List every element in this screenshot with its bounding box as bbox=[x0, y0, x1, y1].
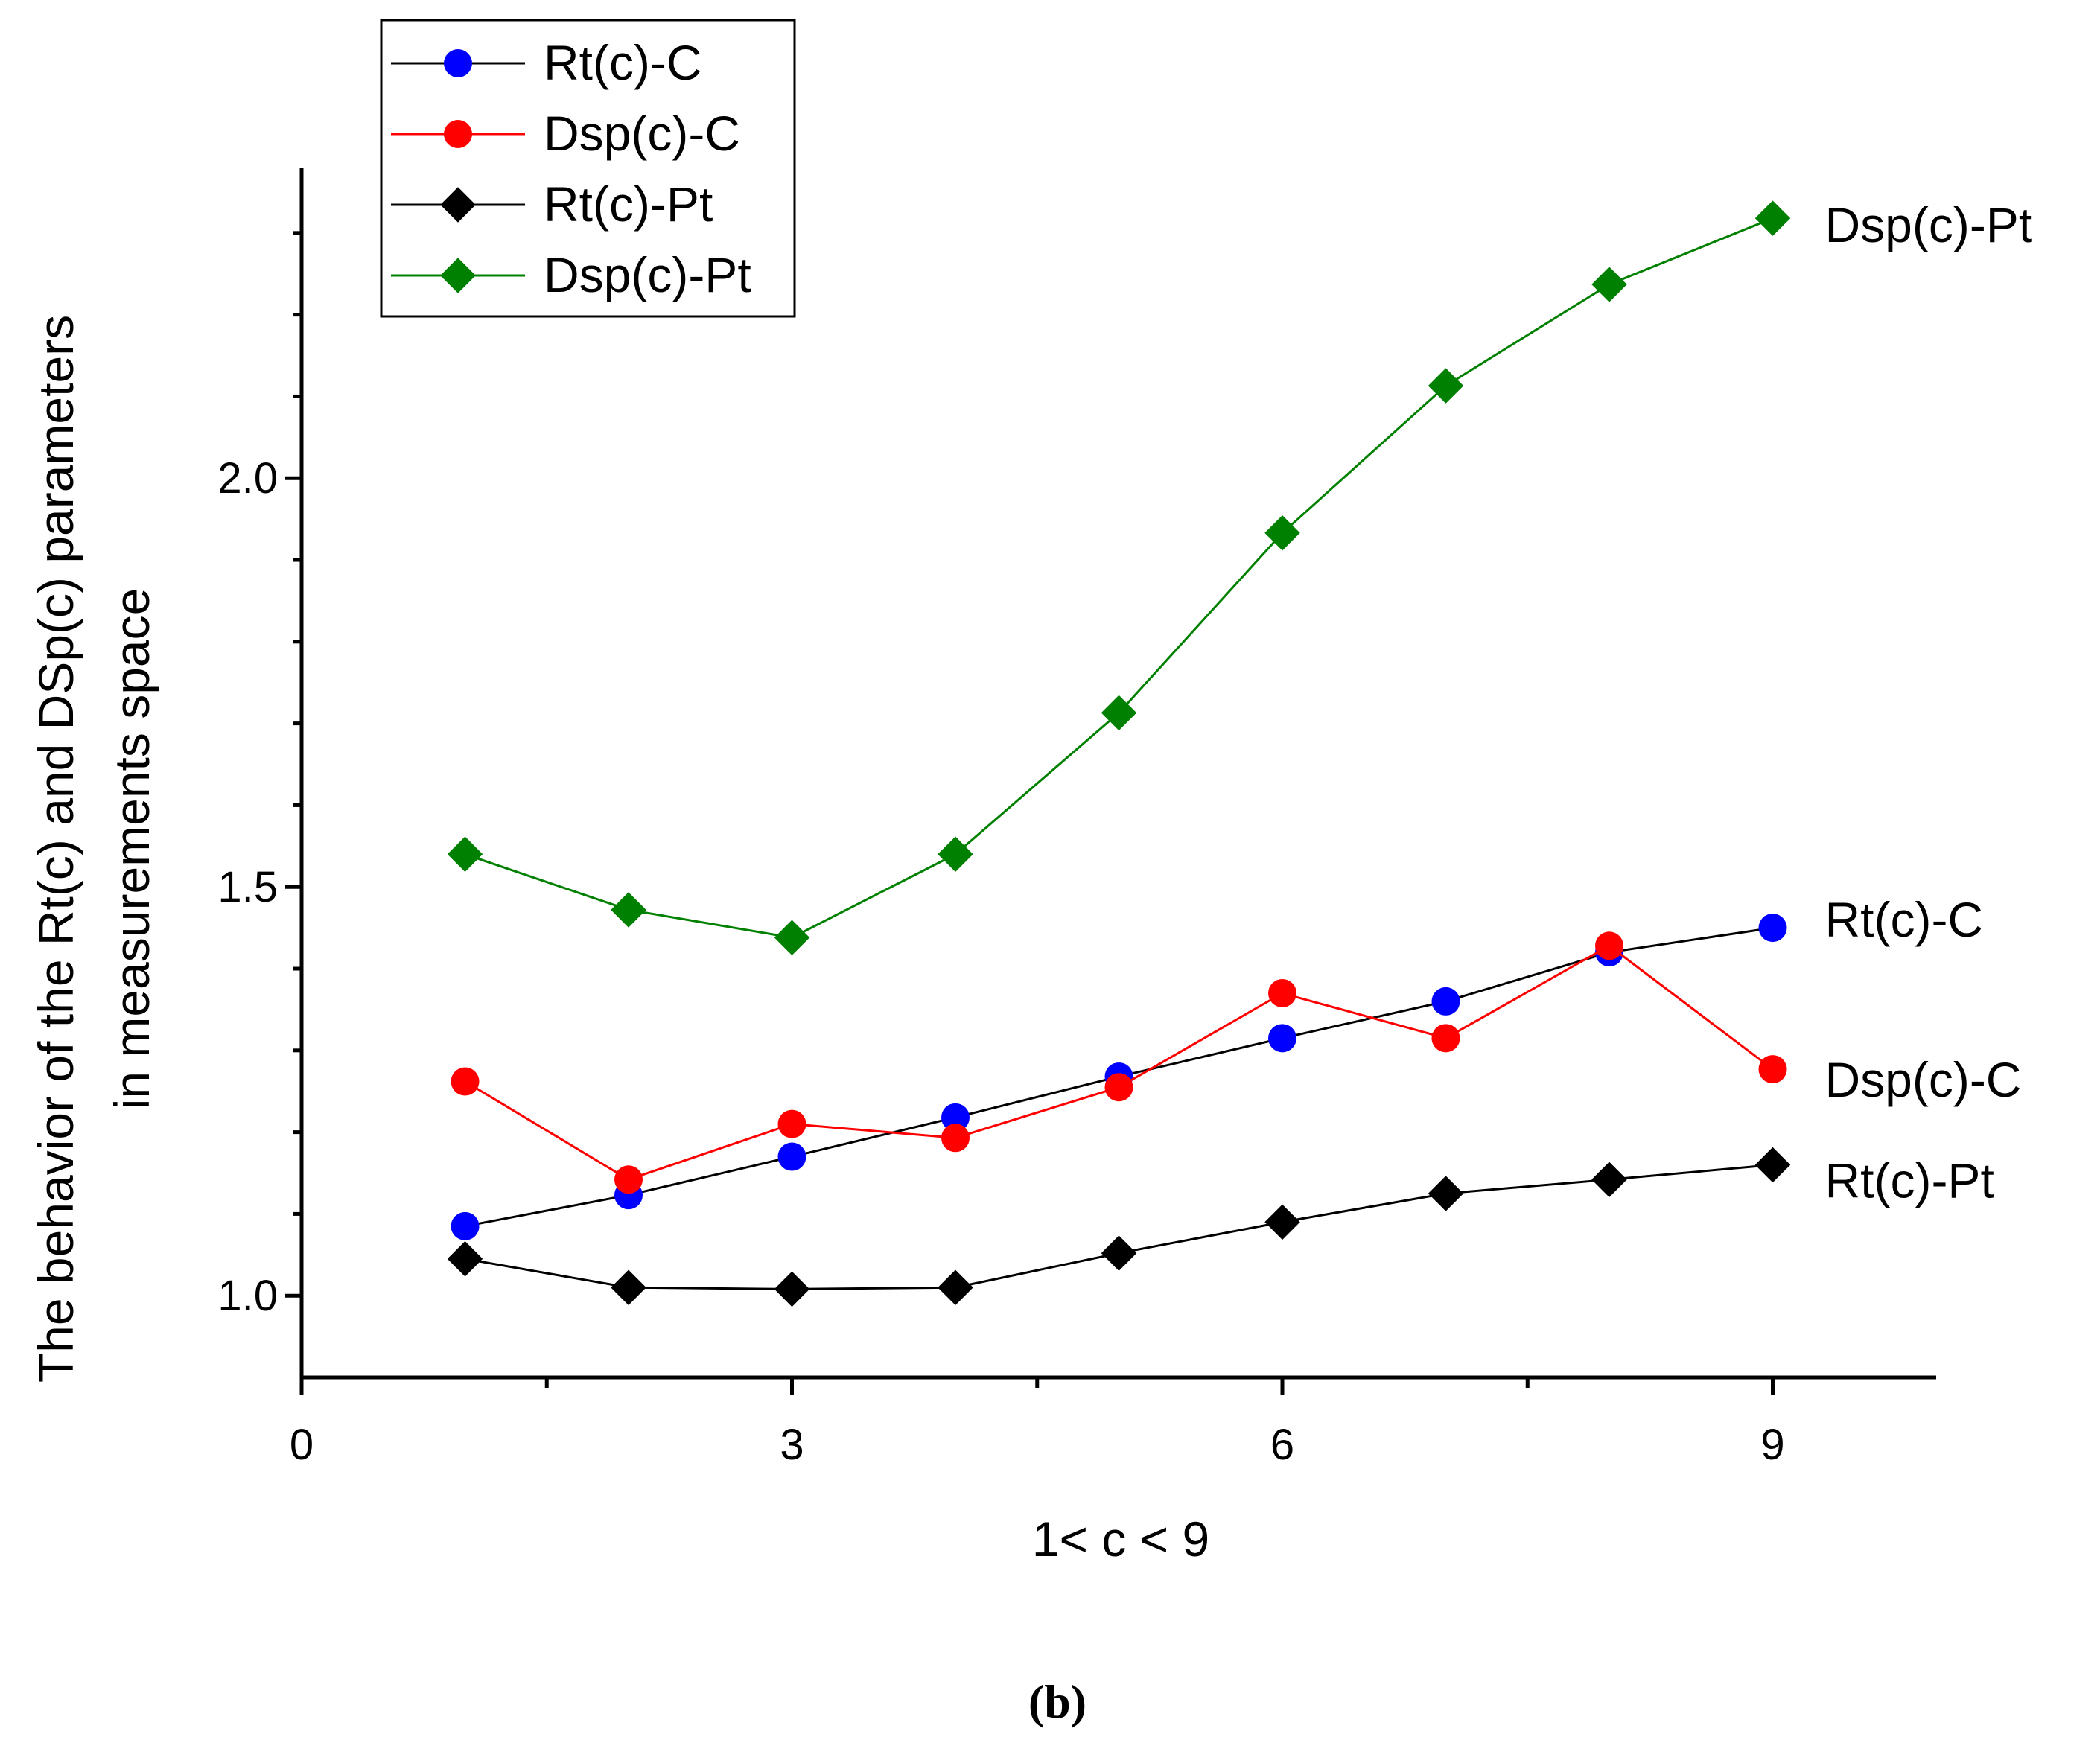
data-point-rt-c-pt bbox=[1591, 1162, 1627, 1198]
x-tick-label: 9 bbox=[1760, 1421, 1784, 1469]
data-point-dsp-c-c bbox=[941, 1124, 970, 1153]
legend-marker bbox=[444, 49, 472, 77]
legend-label: Rt(c)-C bbox=[544, 35, 702, 90]
legend-label: Dsp(c)-Pt bbox=[544, 247, 751, 302]
data-point-dsp-c-pt bbox=[447, 836, 483, 873]
data-point-dsp-c-c bbox=[777, 1109, 806, 1138]
figure-caption: (b) bbox=[1028, 1675, 1086, 1728]
data-point-dsp-c-pt bbox=[611, 892, 646, 928]
y-tick-label: 2.0 bbox=[217, 454, 278, 503]
y-axis-title-line-2: in measurements space bbox=[104, 588, 159, 1110]
series-dsp-c-pt bbox=[447, 200, 1791, 956]
data-point-dsp-c-c bbox=[614, 1165, 643, 1194]
data-point-rt-c-pt bbox=[938, 1269, 973, 1305]
y-tick-label: 1.5 bbox=[217, 863, 278, 911]
end-label-dsp-c-pt: Dsp(c)-Pt bbox=[1825, 197, 2033, 252]
data-point-dsp-c-pt bbox=[1591, 267, 1627, 302]
x-tick-label: 3 bbox=[780, 1421, 804, 1469]
data-point-rt-c-c bbox=[941, 1103, 970, 1132]
data-point-rt-c-pt bbox=[774, 1271, 810, 1307]
data-point-dsp-c-pt bbox=[1754, 200, 1791, 236]
data-point-dsp-c-c bbox=[1595, 931, 1623, 960]
data-point-rt-c-pt bbox=[1264, 1204, 1300, 1240]
data-point-dsp-c-pt bbox=[938, 836, 973, 873]
legend-marker bbox=[444, 120, 472, 148]
legend-entry-rt-c-c: Rt(c)-C bbox=[391, 35, 702, 90]
data-point-rt-c-c bbox=[451, 1211, 480, 1240]
data-point-dsp-c-pt bbox=[1264, 515, 1300, 551]
legend-label: Rt(c)-Pt bbox=[544, 176, 713, 232]
legend-entry-dsp-c-pt: Dsp(c)-Pt bbox=[391, 247, 751, 302]
data-point-dsp-c-pt bbox=[1428, 368, 1464, 404]
y-tick-label: 1.0 bbox=[217, 1272, 278, 1320]
data-point-rt-c-pt bbox=[1754, 1147, 1791, 1183]
legend-entry-dsp-c-c: Dsp(c)-C bbox=[391, 106, 740, 161]
data-point-dsp-c-pt bbox=[1101, 695, 1137, 731]
data-point-dsp-c-c bbox=[1268, 978, 1296, 1007]
data-point-rt-c-c bbox=[1268, 1024, 1296, 1053]
series-line-dsp-c-pt bbox=[465, 217, 1774, 939]
x-axis-title: 1< c < 9 bbox=[1032, 1511, 1210, 1567]
end-label-dsp-c-c: Dsp(c)-C bbox=[1825, 1052, 2022, 1107]
data-point-rt-c-c bbox=[1431, 987, 1460, 1016]
data-point-dsp-c-c bbox=[1758, 1055, 1787, 1084]
series-rt-c-pt bbox=[447, 1147, 1791, 1307]
data-point-rt-c-pt bbox=[611, 1269, 646, 1305]
data-point-dsp-c-c bbox=[1104, 1073, 1133, 1102]
data-point-rt-c-pt bbox=[1101, 1235, 1137, 1271]
series-layer bbox=[447, 200, 1791, 1307]
data-point-rt-c-pt bbox=[1428, 1176, 1464, 1211]
data-point-dsp-c-pt bbox=[774, 920, 810, 956]
end-label-rt-c-c: Rt(c)-C bbox=[1825, 892, 1984, 947]
legend-label: Dsp(c)-C bbox=[544, 106, 740, 161]
data-point-rt-c-c bbox=[1758, 914, 1787, 943]
series-dsp-c-c bbox=[451, 931, 1787, 1194]
x-tick-label: 6 bbox=[1270, 1421, 1294, 1469]
y-axis-title: The behavior of the Rt(c) and DSp(c) par… bbox=[28, 315, 159, 1383]
data-point-rt-c-c bbox=[777, 1142, 806, 1171]
axes: 0 3 6 9 1.0 1.5 2.0 bbox=[217, 168, 1936, 1469]
y-axis-title-line-1: The behavior of the Rt(c) and DSp(c) par… bbox=[28, 315, 83, 1383]
data-point-dsp-c-c bbox=[451, 1067, 480, 1096]
legend-marker bbox=[440, 187, 476, 223]
legend: Rt(c)-C Dsp(c)-C Rt(c)-Pt Dsp(c)-Pt bbox=[380, 19, 796, 318]
end-label-rt-c-pt: Rt(c)-Pt bbox=[1825, 1153, 1994, 1208]
legend-marker bbox=[440, 258, 476, 293]
x-tick-label: 0 bbox=[290, 1421, 314, 1469]
legend-entry-rt-c-pt: Rt(c)-Pt bbox=[391, 176, 713, 232]
data-point-dsp-c-c bbox=[1431, 1024, 1460, 1053]
data-point-rt-c-pt bbox=[447, 1241, 483, 1277]
end-labels: Dsp(c)-Pt Rt(c)-C Dsp(c)-C Rt(c)-Pt bbox=[1825, 197, 2033, 1208]
